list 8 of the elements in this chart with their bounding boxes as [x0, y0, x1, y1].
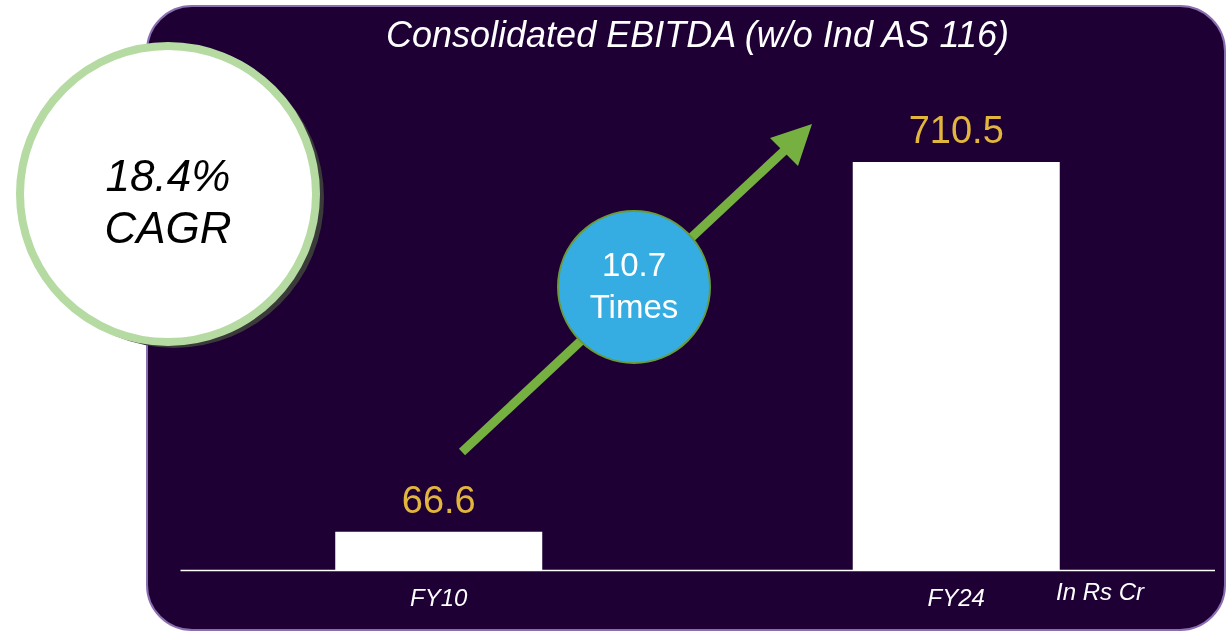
text: In Rs Cr [1055, 578, 1146, 606]
x-tick-label: FY24 [927, 583, 985, 611]
x-tick-label: FY10 [410, 583, 469, 611]
annotation: 10.7 Times [588, 245, 680, 327]
annotation: 18.4% CAGR [103, 150, 233, 254]
data-label: 710.5 [908, 109, 1004, 151]
chart-title: Consolidated EBITDA (w/o Ind AS 116) [386, 14, 1009, 55]
data-label: 66.6 [401, 478, 476, 521]
